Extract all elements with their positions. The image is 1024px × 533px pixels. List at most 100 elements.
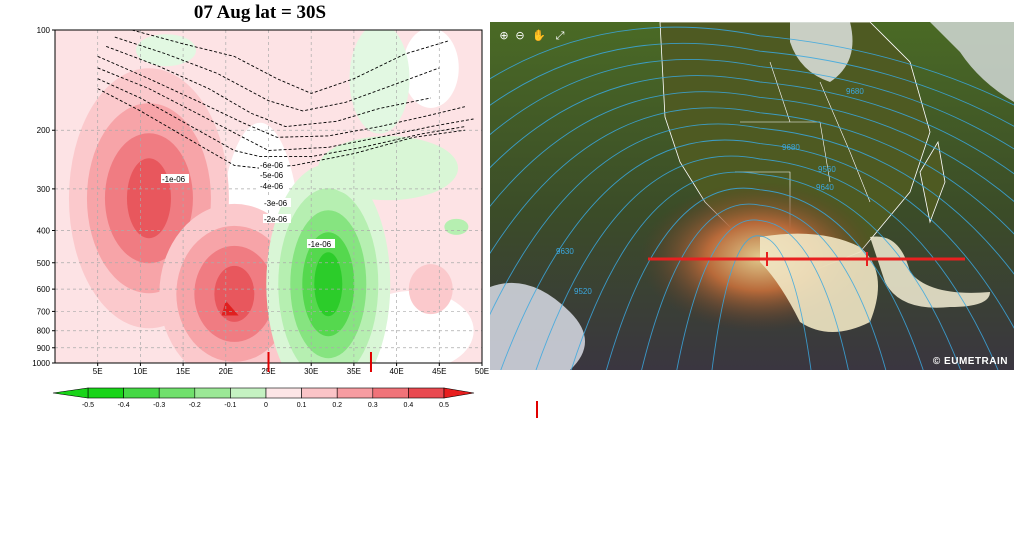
contour-label: -3e-06 [263, 198, 291, 208]
y-tick-label: 200 [37, 126, 51, 135]
y-tick-label: 100 [37, 26, 51, 35]
contour-label: -1e-06 [307, 239, 335, 249]
x-tick-label: 20E [219, 367, 233, 376]
x-tick-label: 15E [176, 367, 190, 376]
y-tick-label: 400 [37, 226, 51, 235]
colorbar-tick-label: 0.5 [439, 402, 449, 409]
isobar [490, 59, 1014, 150]
zero-band-top [402, 30, 459, 108]
x-tick-label: 40E [389, 367, 403, 376]
colorbar-segment [158, 387, 196, 399]
border-line [819, 81, 871, 203]
colorbar-segment [408, 387, 445, 399]
colorbar-left-arrow [52, 387, 89, 399]
negative-tongue [318, 136, 459, 201]
isobar [500, 139, 1014, 370]
isobar [490, 26, 1014, 106]
isobar-label: 9680 [846, 87, 864, 96]
contour-line-5 [114, 36, 440, 112]
satellite-map-svg: 9680 9680 9560 9640 9630 9520 [490, 22, 1014, 370]
isobar [641, 203, 887, 370]
isobars [490, 26, 1014, 370]
colorbar-tick-label: 0.3 [368, 402, 378, 409]
colorbar-tick-label: 0.4 [404, 402, 414, 409]
isobar [605, 187, 924, 370]
isobar [490, 123, 1014, 316]
contour-label-text: -3e-06 [264, 199, 288, 208]
contour-line-6 [131, 29, 448, 94]
colorbar-segment [301, 387, 338, 399]
contour-label-bg [263, 214, 291, 223]
colorbar-tick-label: -0.5 [82, 402, 94, 409]
cloud-northeast [930, 22, 1014, 102]
x-tick-label: 45E [432, 367, 446, 376]
negative-small-cell [444, 218, 469, 235]
x-tick-label: 30E [304, 367, 318, 376]
isobar-label: 9630 [556, 247, 574, 256]
pan-hand-icon[interactable]: ✋ [532, 29, 546, 42]
x-tick-label: 50E [475, 367, 489, 376]
x-tick-label: 35E [347, 367, 361, 376]
contour-label: -1e-06 [161, 174, 189, 184]
colorbar-tick-label: -0.3 [153, 402, 165, 409]
red-marker-tick [536, 401, 538, 418]
contour-label: -2e-06 [263, 214, 291, 224]
colorbar-tick-label: 0.2 [332, 402, 342, 409]
cloud-north [790, 22, 853, 82]
y-tick-label: 900 [37, 344, 51, 353]
isobar [535, 155, 999, 370]
isobar [490, 107, 1014, 255]
cross-section-panel: -6e-06 -5e-06 -4e-06 -3e-06 -2e-06 -1e-06 -1e-… [0, 0, 490, 420]
madagascar [919, 140, 946, 224]
isobar [490, 42, 1014, 127]
colorbar-tick-label: 0.1 [297, 402, 307, 409]
contour-line-2 [97, 67, 474, 151]
colorbar-tick-label: -0.2 [189, 402, 201, 409]
isobar [676, 219, 849, 370]
zoom-in-icon[interactable]: ⊕ [499, 29, 509, 42]
isobar-label: 9560 [818, 165, 836, 174]
weak-negative-top [136, 34, 197, 67]
colorbar-tick-label: -0.4 [118, 402, 130, 409]
colorbar-segment [87, 387, 124, 399]
colorbar-tick-label: 0 [264, 402, 268, 409]
contour-label-text: -4e-06 [260, 182, 284, 191]
isobar [570, 171, 962, 370]
colorbar-segment [372, 387, 409, 399]
contour-label-text: -2e-06 [264, 215, 288, 224]
eumetrain-logo: © EUMETRAIN [932, 356, 1008, 367]
y-tick-label: 800 [37, 327, 51, 336]
x-axis-red-marker [267, 352, 270, 372]
fullscreen-icon[interactable]: ⤢ [555, 29, 565, 42]
positive-max-spot [221, 300, 239, 316]
colorbar-segment [123, 387, 160, 399]
x-axis-red-marker [369, 352, 372, 372]
filled-contours [55, 30, 482, 363]
y-tick-label: 600 [37, 285, 51, 294]
zoom-out-icon[interactable]: ⊖ [515, 29, 525, 42]
chart-title: 07 Aug lat = 30S [193, 2, 327, 23]
colorbar-right-arrow [443, 387, 475, 399]
weak-positive-right [408, 264, 453, 315]
contour-label-text: -5e-06 [260, 171, 284, 180]
colorbar-segment [230, 387, 267, 399]
contour-label-bg [259, 170, 287, 179]
colorbar-segment [265, 387, 302, 399]
satellite-image-panel[interactable]: 9680 9680 9560 9640 9630 9520 ⊕ ⊖ ✋ ⤢ © EUMET… [490, 22, 1014, 370]
negative-core-level-4 [314, 252, 343, 317]
contour-line-1 [97, 78, 465, 158]
contour-line-4 [106, 45, 431, 128]
colorbar-tick-label: -0.1 [224, 402, 236, 409]
contour-line-3 [97, 55, 466, 138]
contour-label-text: -1e-06 [308, 240, 332, 249]
isobar [711, 235, 812, 370]
isobar-label: 9640 [816, 183, 834, 192]
negative-core [266, 164, 391, 363]
contour-label-bg [307, 239, 335, 248]
colorbar-segment [194, 387, 231, 399]
contour-label-text: -6e-06 [260, 161, 284, 170]
positive-core-1-level-3 [126, 158, 171, 239]
contour-label-text: -1e-06 [162, 175, 186, 184]
isobar-label: 9520 [574, 287, 592, 296]
x-tick-label: 10E [133, 367, 147, 376]
